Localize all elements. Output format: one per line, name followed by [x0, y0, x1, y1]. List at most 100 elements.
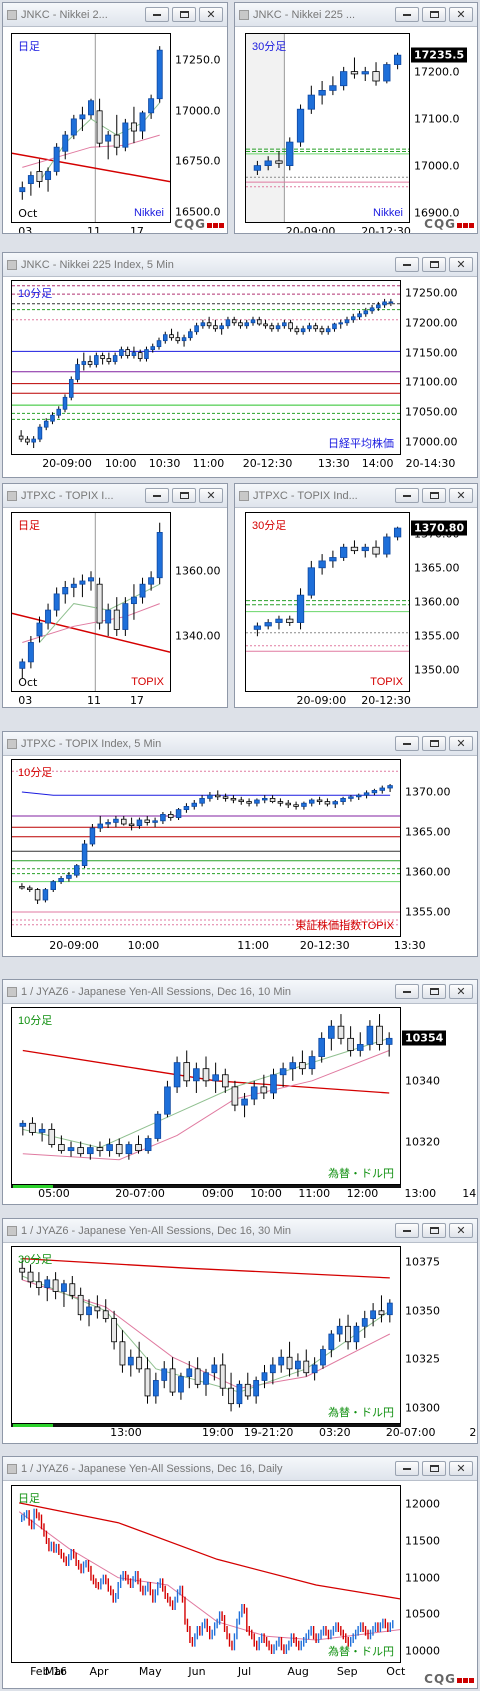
- y-tick-label: 10000: [405, 1644, 440, 1658]
- plot-area[interactable]: 30分足 Nikkei: [245, 33, 410, 223]
- window-title-bar[interactable]: JNKC - Nikkei 225 Index, 5 Min ✕: [3, 253, 477, 277]
- session-marker: [13, 1424, 53, 1427]
- timeframe-label: 10分足: [18, 1015, 53, 1027]
- window-title-bar[interactable]: JNKC - Nikkei 2... ✕: [3, 3, 227, 27]
- candle: [193, 1062, 200, 1093]
- candle: [144, 816, 150, 826]
- minimize-button[interactable]: [395, 7, 419, 22]
- candle: [269, 1357, 276, 1385]
- x-tick-label: 19-21:20: [243, 1426, 294, 1439]
- candle: [238, 319, 243, 329]
- window-title-bar[interactable]: 1 / JYAZ6 - Japanese Yen-All Sessions, D…: [3, 1219, 477, 1243]
- window-title-bar[interactable]: JTPXC - TOPIX Ind... ✕: [235, 484, 477, 508]
- candle: [286, 1341, 293, 1377]
- candle: [19, 1120, 27, 1136]
- window-title-bar[interactable]: JTPXC - TOPIX Index, 5 Min ✕: [3, 732, 477, 756]
- chart-window-w4[interactable]: JTPXC - TOPIX I... ✕ 日足 TOPIX 1360.00 1340.00…: [2, 483, 228, 708]
- minimize-button[interactable]: [395, 1223, 419, 1238]
- restore-button[interactable]: [172, 7, 196, 22]
- chart-window-w8[interactable]: 1 / JYAZ6 - Japanese Yen-All Sessions, D…: [2, 1218, 478, 1444]
- close-button[interactable]: ✕: [449, 488, 473, 503]
- candle: [336, 1318, 343, 1342]
- logo-square: [469, 223, 474, 228]
- minimize-button[interactable]: [145, 488, 169, 503]
- chart-window-w1[interactable]: JNKC - Nikkei 2... ✕ 日足 Nikkei 17250.0 17000.…: [2, 2, 228, 234]
- cqg-logo: CQG: [424, 217, 474, 231]
- x-subtick-label: Oct: [18, 207, 38, 220]
- chart-window-w7[interactable]: 1 / JYAZ6 - Japanese Yen-All Sessions, D…: [2, 979, 478, 1205]
- candle: [361, 1310, 368, 1338]
- candle: [115, 1138, 123, 1157]
- candle: [139, 577, 146, 604]
- minimize-button[interactable]: [395, 736, 419, 751]
- minimize-button[interactable]: [395, 1461, 419, 1476]
- window-title: 1 / JYAZ6 - Japanese Yen-All Sessions, D…: [21, 1462, 283, 1475]
- minimize-button[interactable]: [395, 488, 419, 503]
- window-title-bar[interactable]: JNKC - Nikkei 225 ... ✕: [235, 3, 477, 27]
- minimize-button[interactable]: [395, 257, 419, 272]
- window-controls: ✕: [395, 1223, 473, 1238]
- close-button[interactable]: ✕: [449, 7, 473, 22]
- current-price-tag: 10354: [402, 1030, 447, 1046]
- close-button[interactable]: ✕: [449, 257, 473, 272]
- candle: [186, 1361, 193, 1389]
- restore-button[interactable]: [422, 257, 446, 272]
- close-icon: ✕: [456, 1462, 466, 1475]
- candle: [183, 803, 190, 813]
- restore-button[interactable]: [422, 1461, 446, 1476]
- candle: [275, 322, 281, 332]
- close-icon: ✕: [456, 1224, 466, 1237]
- plot-area[interactable]: 30分足 為替・ドル円: [11, 1246, 401, 1424]
- candle: [230, 795, 237, 804]
- restore-button[interactable]: [422, 7, 446, 22]
- restore-button[interactable]: [422, 488, 446, 503]
- window-title-bar[interactable]: JTPXC - TOPIX I... ✕: [3, 484, 227, 508]
- restore-button[interactable]: [422, 736, 446, 751]
- chart-window-w3[interactable]: JNKC - Nikkei 225 Index, 5 Min ✕ 10分足 日経平均株…: [2, 252, 478, 478]
- close-button[interactable]: ✕: [449, 736, 473, 751]
- restore-button[interactable]: [422, 1223, 446, 1238]
- candle: [253, 1376, 260, 1404]
- window-title-bar[interactable]: 1 / JYAZ6 - Japanese Yen-All Sessions, D…: [3, 980, 477, 1004]
- plot-area[interactable]: 日足 為替・ドル円: [11, 1485, 401, 1663]
- chart-window-w2[interactable]: JNKC - Nikkei 225 ... ✕ 30分足 Nikkei 17200.0 1…: [234, 2, 478, 234]
- plot-area[interactable]: 日足 TOPIX: [11, 512, 171, 692]
- logo-square: [457, 1678, 462, 1683]
- indicator-line-0: [22, 1257, 390, 1279]
- candle: [79, 574, 86, 598]
- candle: [369, 304, 375, 314]
- minimize-button[interactable]: [395, 984, 419, 999]
- close-button[interactable]: ✕: [449, 984, 473, 999]
- close-button[interactable]: ✕: [449, 1223, 473, 1238]
- close-button[interactable]: ✕: [199, 7, 223, 22]
- candle: [328, 1020, 335, 1051]
- chart-window-w5[interactable]: JTPXC - TOPIX Ind...✕30分足TOPIX1370.00136…: [234, 483, 478, 708]
- window-title-bar[interactable]: 1 / JYAZ6 - Japanese Yen-All Sessions, D…: [3, 1457, 477, 1481]
- chart-window-w6[interactable]: JTPXC - TOPIX Index, 5 Min ✕ 10分足 東証株価指数TOP…: [2, 731, 478, 957]
- minimize-button[interactable]: [145, 7, 169, 22]
- candle: [194, 322, 199, 335]
- candle: [214, 790, 221, 800]
- chart-canvas: [12, 34, 170, 222]
- close-button[interactable]: ✕: [199, 488, 223, 503]
- restore-button[interactable]: [422, 984, 446, 999]
- candle: [26, 885, 33, 892]
- candle: [385, 1032, 393, 1057]
- close-button[interactable]: ✕: [449, 1461, 473, 1476]
- candle: [156, 337, 162, 350]
- plot-area[interactable]: 日足 Nikkei: [11, 33, 171, 223]
- candle: [264, 156, 272, 171]
- candle: [350, 57, 359, 79]
- y-tick-label: 1365.00: [405, 825, 451, 839]
- candle: [173, 1056, 181, 1093]
- candle: [213, 319, 218, 332]
- candle: [383, 533, 391, 558]
- plot-area[interactable]: 10分足 東証株価指数TOPIX: [11, 759, 401, 937]
- chart-window-w9[interactable]: 1 / JYAZ6 - Japanese Yen-All Sessions, D…: [2, 1456, 478, 1689]
- candle: [318, 1032, 325, 1063]
- plot-area[interactable]: 10分足 為替・ドル円: [11, 1007, 401, 1185]
- restore-button[interactable]: [172, 488, 196, 503]
- plot-area[interactable]: 30分足 TOPIX: [245, 512, 410, 692]
- candle: [303, 1349, 310, 1377]
- plot-area[interactable]: 10分足 日経平均株価: [11, 280, 401, 455]
